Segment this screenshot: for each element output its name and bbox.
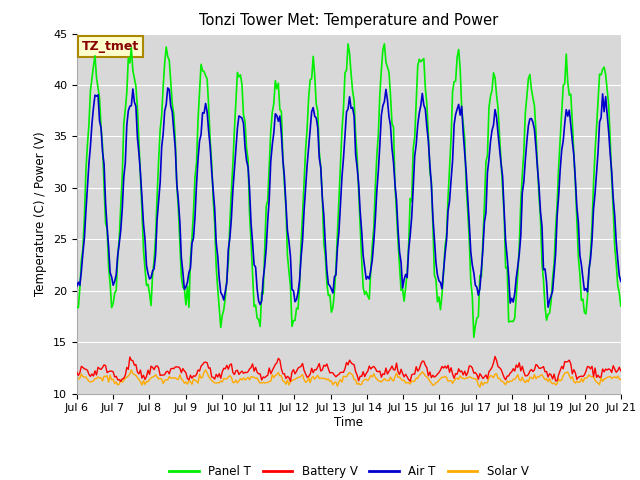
Legend: Panel T, Battery V, Air T, Solar V: Panel T, Battery V, Air T, Solar V bbox=[164, 461, 533, 480]
Y-axis label: Temperature (C) / Power (V): Temperature (C) / Power (V) bbox=[35, 132, 47, 296]
X-axis label: Time: Time bbox=[334, 416, 364, 429]
Text: TZ_tmet: TZ_tmet bbox=[82, 40, 140, 53]
Title: Tonzi Tower Met: Temperature and Power: Tonzi Tower Met: Temperature and Power bbox=[199, 13, 499, 28]
